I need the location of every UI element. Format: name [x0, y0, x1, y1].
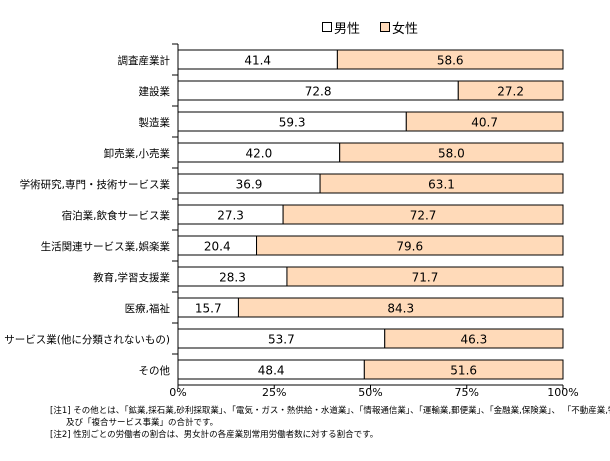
note-1-cont: 及び「複合サービス事業」の合計です。 — [66, 418, 219, 428]
female-bar — [256, 235, 564, 256]
female-bar — [363, 359, 564, 380]
x-tick-label: 75% — [454, 386, 479, 399]
female-bar — [339, 142, 564, 163]
data-label: 40.7 — [471, 116, 498, 130]
data-label: 63.1 — [428, 178, 455, 192]
x-tick-label: 100% — [547, 386, 579, 399]
data-label: 58.6 — [437, 54, 464, 68]
category-label: サービス業(他に分類されないもの) — [4, 333, 170, 346]
category-label: 医療,福祉 — [124, 302, 170, 315]
female-bar — [405, 111, 564, 132]
note-2: [注2] 性別ごとの労働者の割合は、男女計の各産業別常用労働者数に対する割合です… — [50, 430, 379, 440]
legend-swatch-female — [380, 22, 391, 32]
category-label: 卸売業,小売業 — [103, 147, 170, 160]
data-label: 41.4 — [244, 54, 271, 68]
data-label: 72.8 — [305, 85, 332, 99]
data-label: 27.3 — [217, 209, 244, 223]
data-label: 84.3 — [387, 302, 414, 316]
category-label: 生活関連サービス業,娯楽業 — [40, 240, 170, 253]
category-label: 製造業 — [138, 116, 171, 129]
data-label: 36.9 — [236, 178, 263, 192]
x-tick-label: 0% — [169, 386, 187, 399]
legend-female: 女性 — [380, 18, 418, 37]
data-label: 15.7 — [195, 302, 222, 316]
data-label: 27.2 — [497, 85, 524, 99]
category-label: その他 — [138, 364, 171, 377]
data-label: 53.7 — [268, 333, 295, 347]
data-label: 59.3 — [279, 116, 306, 130]
female-bar — [286, 266, 564, 287]
data-label: 58.0 — [438, 147, 465, 161]
category-label: 宿泊業,飲食サービス業 — [61, 209, 170, 222]
x-tick-label: 25% — [262, 386, 287, 399]
legend-label-female: 女性 — [392, 22, 419, 37]
note-1: [注1] その他とは、「鉱業,採石業,砂利採取業」、「電気・ガス・熱供給・水道業… — [50, 406, 610, 416]
data-label: 48.4 — [258, 364, 285, 378]
category-label: 建設業 — [138, 85, 171, 98]
female-bar — [319, 173, 564, 194]
female-bar — [282, 204, 564, 225]
category-label: 教育,学習支援業 — [93, 271, 170, 284]
data-label: 51.6 — [450, 364, 477, 378]
legend: 男性 女性 — [322, 18, 418, 37]
category-label: 調査産業計 — [117, 54, 171, 67]
x-tick-label: 50% — [358, 386, 383, 399]
category-label: 学術研究,専門・技術サービス業 — [19, 178, 170, 191]
data-label: 20.4 — [204, 240, 231, 254]
data-label: 28.3 — [219, 271, 246, 285]
data-label: 42.0 — [245, 147, 272, 161]
data-label: 79.6 — [396, 240, 423, 254]
data-label: 46.3 — [461, 333, 488, 347]
female-bar — [384, 328, 564, 349]
data-label: 71.7 — [412, 271, 439, 285]
legend-male: 男性 — [322, 18, 360, 37]
female-bar — [237, 297, 564, 318]
legend-swatch-male — [322, 22, 332, 32]
female-bar — [457, 80, 564, 101]
data-label: 72.7 — [410, 209, 437, 223]
legend-label-male: 男性 — [334, 22, 361, 37]
female-bar — [336, 49, 564, 70]
